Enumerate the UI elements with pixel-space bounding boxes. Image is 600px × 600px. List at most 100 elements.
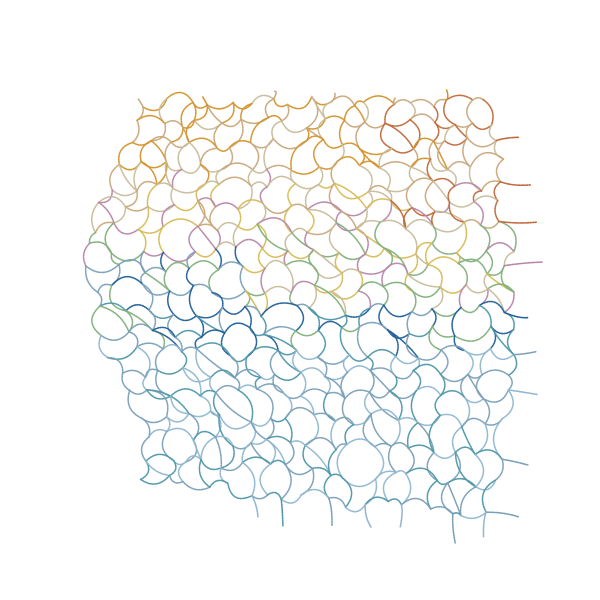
mesh-link-331 xyxy=(284,260,314,267)
mesh-link-108 xyxy=(410,147,419,168)
mesh-link-244 xyxy=(197,223,219,232)
mesh-link-554 xyxy=(237,384,258,391)
mesh-link-258 xyxy=(304,231,315,251)
mesh-whisker-20 xyxy=(393,96,397,106)
mesh-link-569 xyxy=(388,390,417,400)
mesh-link-691 xyxy=(446,477,477,488)
mesh-link-314 xyxy=(85,263,120,274)
mesh-link-595 xyxy=(284,406,315,420)
mesh-link-178 xyxy=(333,182,368,210)
mesh-link-155 xyxy=(495,158,505,183)
mesh-link-47 xyxy=(185,119,195,144)
mesh-link-640 xyxy=(302,444,314,470)
mesh-link-390 xyxy=(99,302,127,312)
mesh-link-626 xyxy=(214,435,234,447)
mesh-link-361 xyxy=(188,284,198,317)
mesh-link-476 xyxy=(195,347,212,379)
mesh-link-473 xyxy=(180,346,198,353)
mesh-link-299 xyxy=(364,247,385,258)
mesh-link-238 xyxy=(113,222,140,235)
mesh-link-203 xyxy=(197,197,217,208)
mesh-link-470 xyxy=(136,346,151,379)
mesh-link-88 xyxy=(216,146,231,152)
mesh-link-577 xyxy=(482,389,510,403)
mesh-link-163 xyxy=(170,187,176,206)
mesh-link-313 xyxy=(503,250,515,267)
mesh-link-707 xyxy=(344,503,367,513)
mesh-link-38 xyxy=(482,98,494,126)
mesh-link-305 xyxy=(406,253,419,275)
mesh-link-55 xyxy=(271,120,283,140)
mesh-link-504 xyxy=(121,369,147,379)
mesh-link-637 xyxy=(289,440,306,447)
mesh-link-423 xyxy=(460,304,481,314)
mesh-whisker-6 xyxy=(507,389,538,396)
mesh-link-146 xyxy=(410,157,432,168)
mesh-link-615 xyxy=(461,426,476,456)
mesh-link-334 xyxy=(312,265,320,286)
mesh-link-562 xyxy=(326,391,346,400)
mesh-link-574 xyxy=(434,394,442,417)
mesh-link-87 xyxy=(188,141,202,166)
mesh-link-85 xyxy=(188,137,219,150)
mesh-link-54 xyxy=(280,120,308,134)
mesh-link-486 xyxy=(291,349,302,373)
mesh-link-636 xyxy=(265,438,287,466)
mesh-link-665 xyxy=(185,455,202,463)
mesh-link-520 xyxy=(300,367,326,378)
mesh-whisker-21 xyxy=(445,89,449,101)
mesh-link-246 xyxy=(197,225,217,250)
mesh-link-422 xyxy=(431,308,437,328)
mesh-link-419 xyxy=(411,308,433,317)
mesh-link-526 xyxy=(340,371,349,400)
mesh-link-525 xyxy=(346,365,371,373)
mesh-link-540 xyxy=(475,374,485,400)
mesh-link-642 xyxy=(335,443,348,451)
mesh-link-71 xyxy=(432,121,440,142)
mesh-link-113 xyxy=(437,140,449,171)
mesh-link-475 xyxy=(195,342,232,357)
mesh-link-456 xyxy=(386,329,420,360)
mesh-link-100 xyxy=(341,142,361,150)
mesh-link-392 xyxy=(99,305,130,333)
mesh-link-169 xyxy=(237,185,253,210)
mesh-link-459 xyxy=(431,325,456,338)
mesh-whisker-15 xyxy=(482,511,487,538)
mesh-link-705 xyxy=(300,488,330,499)
mesh-link-523 xyxy=(324,375,332,395)
mesh-whisker-9 xyxy=(251,494,259,518)
mesh-link-702 xyxy=(251,494,269,500)
mesh-link-22 xyxy=(322,100,333,120)
mesh-link-386 xyxy=(487,283,515,293)
mesh-link-192 xyxy=(472,190,483,203)
mesh-link-23 xyxy=(353,100,365,107)
mesh-link-602 xyxy=(344,423,355,446)
mesh-link-80 xyxy=(150,135,172,143)
mesh-link-327 xyxy=(242,265,266,274)
mesh-link-126 xyxy=(180,163,202,174)
mesh-link-184 xyxy=(413,177,435,183)
mesh-link-660 xyxy=(145,453,175,462)
mesh-link-191 xyxy=(480,180,502,192)
mesh-link-696 xyxy=(481,479,497,513)
mesh-link-13 xyxy=(240,102,253,120)
mesh-link-197 xyxy=(124,205,149,212)
mesh-link-563 xyxy=(322,393,337,422)
mesh-link-260 xyxy=(328,222,340,254)
mesh-link-359 xyxy=(167,290,175,316)
mesh-link-323 xyxy=(188,260,220,271)
mesh-link-451 xyxy=(339,326,351,356)
mesh-link-695 xyxy=(459,486,477,517)
mesh-link-677 xyxy=(311,466,332,477)
mesh-link-435 xyxy=(174,329,203,339)
mesh-link-550 xyxy=(199,395,212,412)
mesh-link-657 xyxy=(474,449,503,461)
mesh-link-233 xyxy=(473,195,499,203)
mesh-link-274 xyxy=(479,224,491,252)
mesh-link-250 xyxy=(232,225,239,248)
mesh-link-120 xyxy=(140,160,168,169)
mesh-link-619 xyxy=(148,428,168,438)
mesh-link-411 xyxy=(308,307,347,321)
mesh-link-672 xyxy=(241,461,256,497)
mesh-link-24 xyxy=(343,104,356,122)
